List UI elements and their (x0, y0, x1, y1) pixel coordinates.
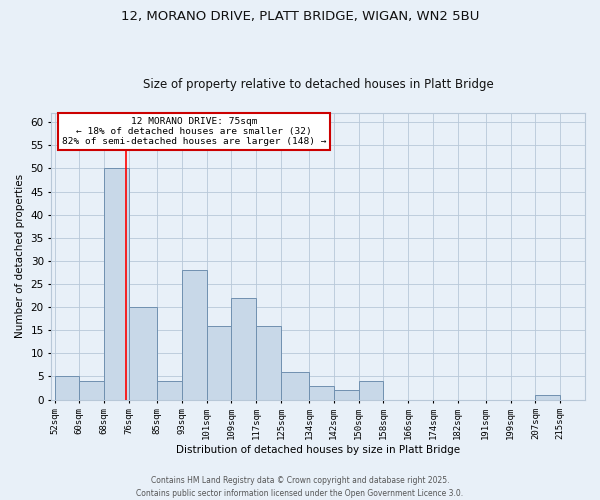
Bar (55, 376, 79, 400)
Bar (157, 381, 182, 400)
Bar (206, 326, 232, 400)
Bar (104, 168, 129, 400)
Y-axis label: Number of detached properties: Number of detached properties (15, 174, 25, 338)
Title: Size of property relative to detached houses in Platt Bridge: Size of property relative to detached ho… (143, 78, 494, 91)
Bar (79, 381, 104, 400)
Bar (129, 307, 157, 400)
Bar (535, 395, 560, 400)
Bar (334, 390, 359, 400)
Text: 12 MORANO DRIVE: 75sqm
← 18% of detached houses are smaller (32)
82% of semi-det: 12 MORANO DRIVE: 75sqm ← 18% of detached… (62, 116, 326, 146)
Bar (182, 270, 206, 400)
Bar (359, 381, 383, 400)
Text: 12, MORANO DRIVE, PLATT BRIDGE, WIGAN, WN2 5BU: 12, MORANO DRIVE, PLATT BRIDGE, WIGAN, W… (121, 10, 479, 23)
X-axis label: Distribution of detached houses by size in Platt Bridge: Distribution of detached houses by size … (176, 445, 460, 455)
Bar (281, 372, 309, 400)
Bar (256, 326, 281, 400)
Bar (309, 386, 334, 400)
Bar (232, 298, 256, 400)
Text: Contains HM Land Registry data © Crown copyright and database right 2025.
Contai: Contains HM Land Registry data © Crown c… (136, 476, 464, 498)
